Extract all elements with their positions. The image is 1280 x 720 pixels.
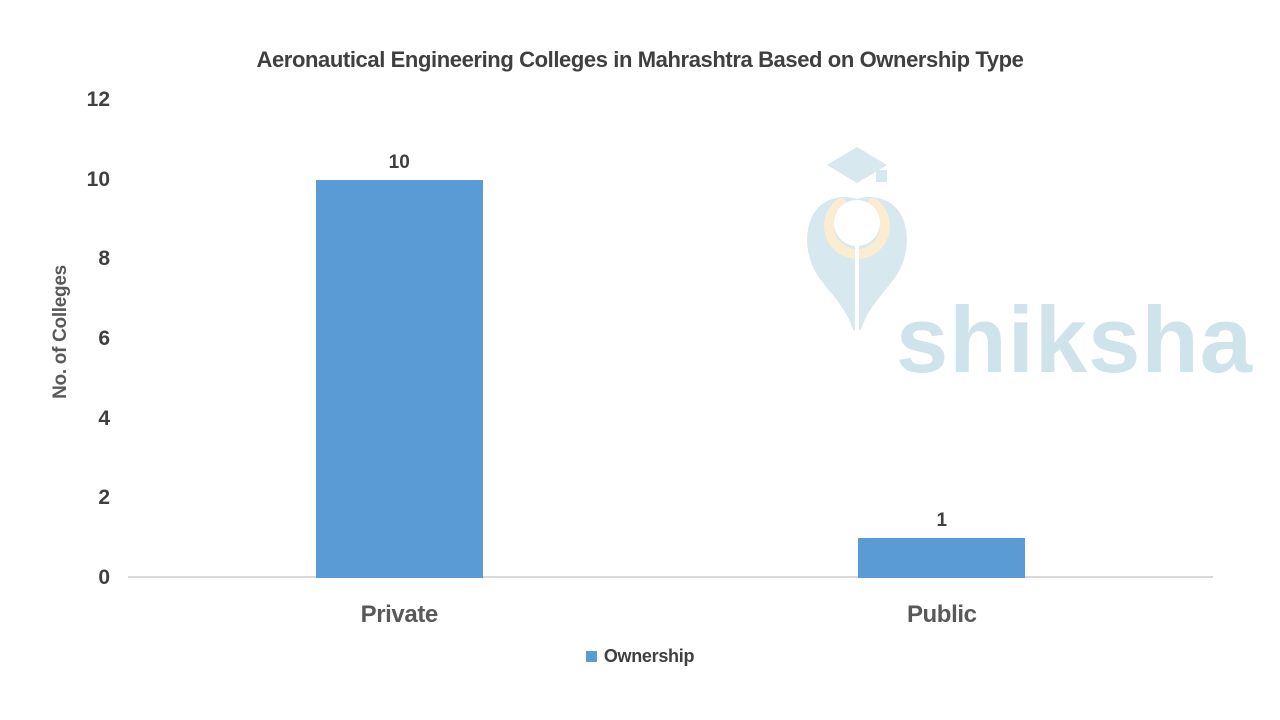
shiksha-watermark-text: shiksha	[896, 287, 1254, 392]
y-tick-label: 10	[86, 167, 110, 191]
plot-area: 10 1	[128, 100, 1213, 578]
y-tick-label: 6	[98, 327, 110, 350]
y-tick-label: 12	[86, 88, 110, 111]
legend-swatch-icon	[585, 650, 597, 662]
y-axis-tick-labels: 0 2 4 6 8 10 12	[0, 0, 110, 720]
legend: Ownership	[0, 644, 1280, 668]
x-axis-category-labels: Private Public	[128, 599, 1213, 631]
chart-title: Aeronautical Engineering Colleges in Mah…	[256, 47, 1024, 72]
y-tick-label: 2	[98, 486, 110, 510]
shiksha-logo-icon	[807, 147, 907, 333]
legend-label: Ownership	[603, 645, 695, 666]
y-tick-label: 8	[98, 247, 110, 271]
shiksha-watermark: shiksha	[800, 143, 1260, 387]
category-label-public: Public	[906, 601, 977, 628]
bar-data-label: 1	[936, 510, 948, 532]
category-label-private: Private	[360, 601, 439, 628]
bar-private	[315, 179, 483, 578]
y-tick-label: 0	[98, 566, 110, 589]
bar-public	[858, 538, 1026, 578]
y-tick-label: 4	[98, 406, 110, 430]
bar-data-label: 10	[388, 151, 410, 173]
